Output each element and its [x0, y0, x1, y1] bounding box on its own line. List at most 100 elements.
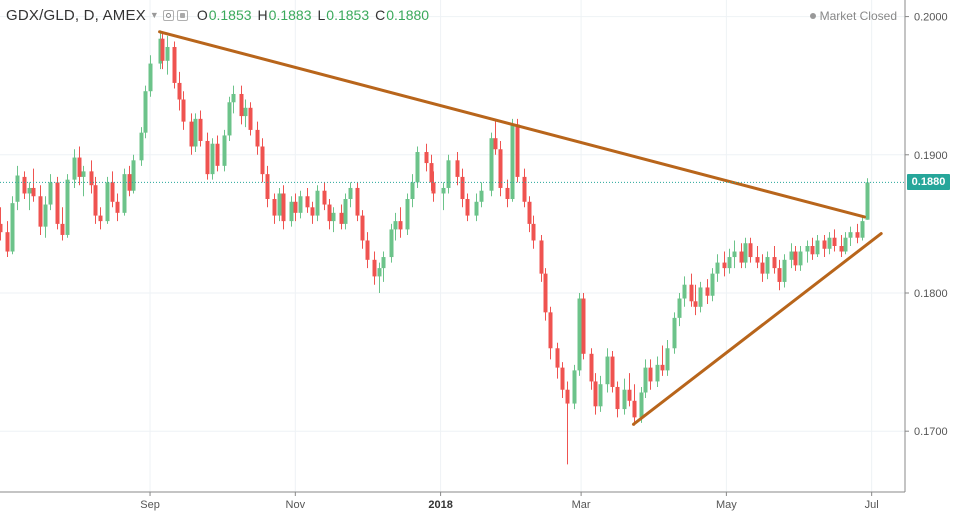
candle-body — [148, 63, 153, 92]
candle-body — [531, 223, 536, 241]
candle-body — [105, 182, 110, 222]
candle-body — [560, 367, 565, 390]
candle — [289, 196, 294, 227]
candle — [489, 132, 494, 197]
candle-body — [446, 160, 451, 188]
candle — [365, 232, 370, 269]
candle — [743, 237, 748, 269]
candle — [193, 113, 198, 153]
candle — [531, 215, 536, 249]
candle — [539, 234, 544, 282]
trendlines-layer[interactable] — [158, 30, 883, 426]
candle-body — [793, 251, 798, 266]
candle-body — [243, 107, 248, 117]
chevron-down-icon[interactable]: ▼ — [149, 10, 159, 20]
candle-body — [689, 284, 694, 302]
candle-body — [43, 204, 48, 227]
candle — [581, 292, 586, 360]
candle — [277, 187, 282, 222]
candle — [43, 196, 48, 238]
candle-body — [498, 149, 503, 188]
candle-body — [139, 132, 144, 161]
candle-body — [81, 171, 86, 177]
time-axis-label: 2018 — [428, 499, 452, 511]
candle — [860, 215, 865, 241]
candle — [698, 281, 703, 313]
candle — [446, 154, 451, 194]
candle — [205, 132, 210, 180]
settings-icon[interactable] — [176, 9, 188, 21]
candle-body — [548, 312, 553, 349]
price-axis-label: 0.1800 — [914, 288, 948, 300]
candle-body — [77, 157, 82, 177]
candle-body — [782, 259, 787, 282]
candle-body — [465, 199, 470, 216]
trendline-support[interactable] — [632, 232, 883, 426]
candle — [479, 182, 484, 208]
candle-body — [177, 82, 182, 100]
candle-body — [777, 268, 782, 282]
candle-body — [365, 240, 370, 260]
candle-body — [715, 262, 720, 274]
candle — [543, 268, 548, 321]
candle-body — [748, 243, 753, 258]
candle — [431, 171, 436, 202]
candle-body — [510, 124, 515, 200]
candle — [360, 210, 365, 249]
candle — [527, 196, 532, 233]
candle-body — [672, 317, 677, 349]
candle-body — [10, 203, 15, 252]
candle-body — [627, 389, 632, 401]
candle-body — [479, 190, 484, 202]
candle-body — [93, 185, 98, 216]
time-axis[interactable]: Sep Nov 2018 Mar May Jul — [140, 492, 879, 511]
high-key: H — [257, 7, 268, 23]
candle — [315, 185, 320, 222]
candle-body — [755, 257, 760, 263]
candle — [38, 185, 43, 235]
candle — [298, 190, 303, 219]
candle-body — [660, 364, 665, 371]
candle — [198, 110, 203, 147]
candle — [98, 207, 103, 230]
candle — [772, 246, 777, 274]
candle-body — [281, 193, 286, 222]
candle — [22, 171, 27, 200]
candle — [605, 348, 610, 393]
candle — [798, 246, 803, 271]
candle-body — [272, 199, 277, 216]
candle — [393, 212, 398, 241]
candle — [231, 85, 236, 114]
candle-body — [131, 160, 136, 191]
candle-body — [598, 384, 603, 407]
candle — [215, 135, 220, 172]
candle-body — [732, 251, 737, 258]
candle — [410, 174, 415, 208]
candle-body — [15, 175, 20, 202]
candle — [855, 223, 860, 244]
candle-body — [822, 240, 827, 249]
price-axis[interactable]: 0.1700 0.1800 0.1900 0.2000 — [905, 12, 948, 439]
candle-body — [577, 298, 582, 371]
trendline-resistance[interactable] — [158, 30, 867, 219]
candle — [655, 356, 660, 387]
candle — [5, 221, 10, 258]
candle — [65, 174, 70, 238]
candles-layer — [0, 30, 870, 465]
candle-body — [305, 196, 310, 208]
candle — [789, 243, 794, 269]
candle — [555, 342, 560, 379]
candle-body — [205, 140, 210, 175]
candle-body — [865, 182, 870, 220]
candle — [348, 182, 353, 208]
candle-body — [832, 237, 837, 246]
symbol-title[interactable]: GDX/GLD, D, AMEX — [6, 6, 146, 24]
eye-icon[interactable] — [162, 9, 174, 21]
candle — [27, 182, 32, 211]
candle-body — [231, 93, 236, 103]
candle-body — [389, 229, 394, 258]
candle-body — [455, 160, 460, 177]
candle — [648, 359, 653, 390]
candle — [189, 113, 194, 155]
